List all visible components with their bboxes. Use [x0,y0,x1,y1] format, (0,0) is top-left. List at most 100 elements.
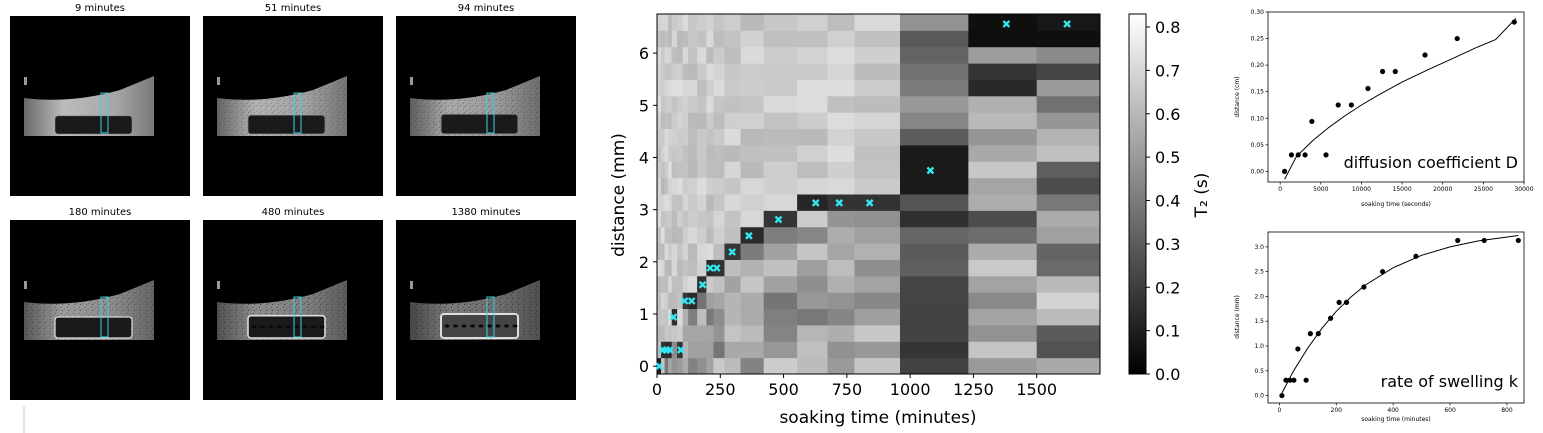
front-marker [745,231,753,240]
heatmap-cell [854,46,901,64]
heatmap-cell [664,144,669,162]
heatmap-cell [797,161,828,179]
heatmap-cell [661,128,666,146]
heatmap-cell [740,30,765,48]
x-tick-label: 5000 [1313,186,1328,193]
heatmap-cell [968,259,1038,277]
heatmap-cell [797,79,828,97]
heatmap-cell [671,30,678,48]
heatmap-cell [797,112,828,130]
front-marker [680,297,689,305]
heatmap-cell [763,275,798,293]
heatmap-cell [827,259,855,277]
heatmap-cell [740,161,765,179]
colorbar-tick-label: 0.6 [1155,105,1180,124]
heatmap-cell [697,292,707,310]
x-tick-label: 30000 [1514,186,1533,193]
heatmap-cell [797,275,828,293]
data-point [1279,392,1285,399]
heatmap-cell [671,79,678,97]
heatmap-cell [706,177,714,195]
data-point [1335,102,1341,108]
heatmap-cell [1036,292,1101,310]
data-point [1309,118,1315,125]
heatmap-cell [657,194,662,211]
y-tick-label: 1.5 [1254,318,1264,325]
heatmap-cell [797,177,828,195]
heatmap-cell [1036,79,1101,97]
colorbar [1128,13,1147,375]
x-tick-label: 1500 [1016,380,1057,399]
heatmap-cell [713,210,725,228]
heatmap-cell [797,194,828,211]
heatmap-cell [724,79,742,97]
heatmap-cell [657,226,662,244]
heatmap-cell [797,243,828,260]
x-tick-label: 0 [652,380,662,399]
heatmap-cell [657,292,662,310]
heatmap-cell [706,128,714,146]
heatmap-cell [657,324,662,342]
heatmap-cell [763,46,798,64]
heatmap-cell [713,308,725,326]
heatmap-cell [900,341,969,359]
heatmap-cell [661,95,666,113]
heatmap-cell [682,308,689,326]
mri-panel-title: 480 minutes [262,207,325,218]
heatmap-cell [854,177,901,195]
heatmap-cell [713,79,725,97]
heatmap-cell [827,292,855,310]
heatmap-cell [797,324,828,342]
heatmap-cell [740,95,765,113]
heatmap-cell [900,161,969,179]
mri-grain-slab [54,316,133,339]
heatmap-cell [900,308,969,326]
front-marker [666,346,674,354]
mri-panel: 1380 minutes [396,207,576,400]
y-tick-label: 0.30 [1251,9,1265,16]
heatmap-cell [661,243,666,260]
y-tick-label: 4 [639,148,649,167]
heatmap-cell [688,259,698,277]
heatmap-cell [671,357,678,375]
heatmap-cell [900,14,969,31]
heatmap-cell [677,30,684,48]
heatmap-cell [688,357,698,375]
heatmap-cell [688,95,698,113]
heatmap-cell [664,79,669,97]
heatmap-x-ticks: 0 250 500 750 1000 1250 1500 [652,374,1057,399]
heatmap-cell [688,341,698,359]
heatmap-cell [682,112,689,130]
colorbar-tick-label: 0.2 [1155,278,1180,297]
heatmap-cell [763,63,798,80]
heatmap-cell [661,308,666,326]
data-point [1365,85,1371,92]
heatmap-cell [763,128,798,146]
heatmap-cell [664,112,669,130]
heatmap-cell [657,46,662,64]
heatmap-cell [713,144,725,162]
heatmap-cell [854,324,901,342]
heatmap-cell [900,30,969,48]
colorbar-tick-label: 0.8 [1155,18,1180,37]
heatmap-cell [661,79,666,97]
heatmap-cell [677,63,684,80]
data-point [1515,237,1521,244]
heatmap-cell [706,194,714,211]
heatmap-cell [661,226,666,244]
heatmap-cell [797,46,828,64]
heatmap-cell [697,177,707,195]
y-tick-label: 2.0 [1254,293,1264,300]
x-tick-label: 1250 [953,380,994,399]
y-tick-label: 0.25 [1251,36,1265,43]
heatmap-cell [713,226,725,244]
heatmap-cell [724,308,742,326]
heatmap-cell [664,324,669,342]
heatmap-cell [682,226,689,244]
heatmap-cell [854,14,901,31]
heatmap-cell [827,95,855,113]
front-marker [706,264,715,272]
heatmap-cell [661,275,666,293]
swelling-x-label: soaking time (minutes) [1361,416,1431,423]
y-tick-label: 2 [639,253,649,272]
